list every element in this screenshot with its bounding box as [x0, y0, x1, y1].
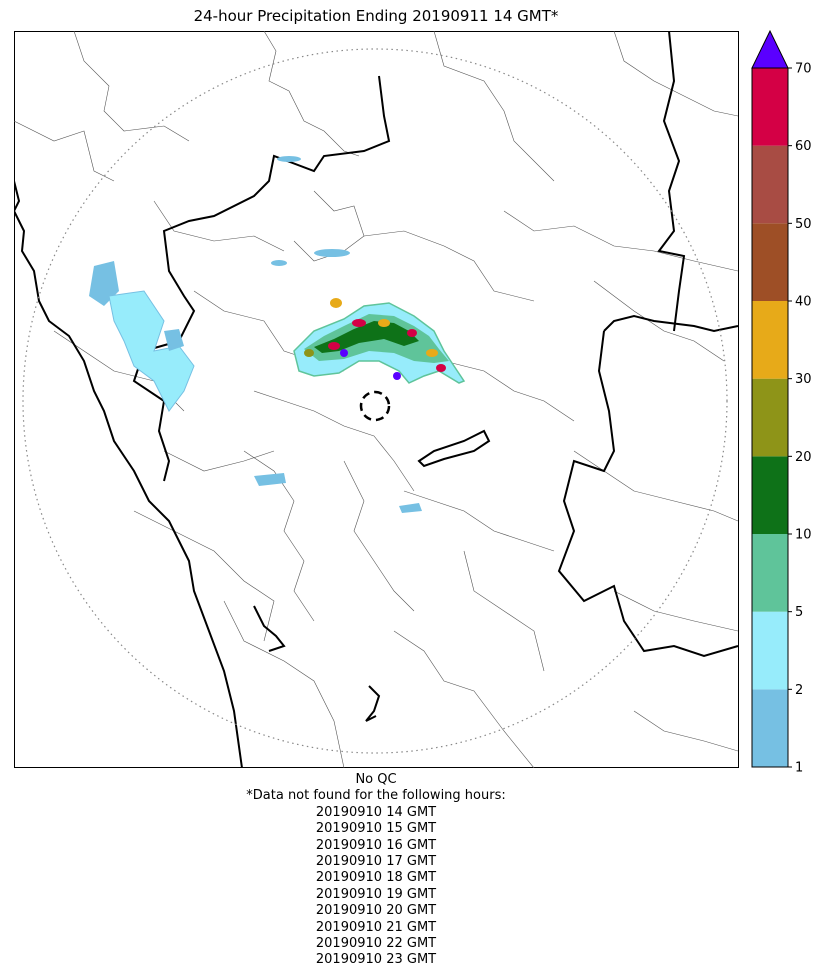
missing-data-header: *Data not found for the following hours: — [246, 788, 506, 804]
missing-hours-list: 20190910 14 GMT 20190910 15 GMT 20190910 1… — [14, 805, 738, 969]
precip-core-4 — [328, 342, 340, 350]
missing-hour: 20190910 19 GMT — [315, 886, 437, 902]
precipitation-cells — [89, 156, 466, 513]
missing-hour: 20190910 22 GMT — [315, 936, 437, 952]
map-frame — [14, 31, 739, 768]
colorbar-segment — [752, 689, 788, 767]
precip-core-2 — [352, 319, 366, 327]
missing-hour: 20190910 14 GMT — [315, 804, 437, 820]
colorbar-segment — [752, 301, 788, 379]
colorbar-segment — [752, 611, 788, 690]
colorbar-over-extension — [751, 29, 789, 69]
missing-hour: 20190910 21 GMT — [315, 919, 437, 935]
precip-core-9 — [436, 364, 446, 372]
precip-light-se — [399, 503, 422, 513]
radar-range-ring — [22, 48, 728, 754]
precip-light-west-3 — [164, 329, 184, 351]
precip-core-6 — [407, 329, 417, 337]
precip-core-3 — [378, 319, 390, 327]
colorbar-tick-label: 10 — [795, 528, 812, 543]
colorbar-tick-label: 5 — [795, 605, 803, 620]
colorbar-tick-label: 30 — [795, 372, 812, 387]
colorbar-tick-label: 60 — [795, 139, 812, 154]
colorbar-tick-label: 2 — [795, 683, 803, 698]
precip-core-1 — [330, 298, 342, 308]
colorbar-segment — [752, 68, 788, 146]
colorbar-frame — [751, 67, 789, 768]
missing-hour: 20190910 18 GMT — [315, 870, 437, 886]
precip-core-7 — [426, 349, 438, 357]
district-boundaries — [14, 31, 739, 768]
precip-light-center-n — [314, 249, 350, 257]
missing-hour: 20190910 20 GMT — [315, 903, 437, 919]
colorbar-tick-label: 20 — [795, 450, 812, 465]
precip-light-west-1 — [89, 261, 119, 306]
radar-site-marker — [359, 390, 391, 422]
chart-title: 24-hour Precipitation Ending 20190911 14… — [193, 7, 559, 25]
precip-core-5 — [340, 349, 348, 357]
missing-hour: 20190910 17 GMT — [315, 854, 437, 870]
precip-strong-band — [314, 321, 419, 353]
precip-core-8 — [393, 372, 401, 380]
precip-light-north — [277, 156, 301, 162]
state-boundaries — [14, 31, 739, 768]
colorbar-segment — [752, 145, 788, 224]
precip-light-west-2 — [108, 290, 195, 412]
colorbar: 1 2 5 10 20 30 40 50 60 70 — [751, 29, 812, 774]
missing-hour: 20190910 16 GMT — [315, 837, 437, 853]
precip-core-10 — [304, 349, 314, 357]
colorbar-segment — [752, 456, 788, 534]
colorbar-segment — [752, 534, 788, 612]
colorbar-segment — [752, 378, 788, 457]
precip-light-south — [254, 473, 286, 486]
radar-map — [14, 31, 739, 768]
colorbar-tick-label: 50 — [795, 217, 812, 232]
colorbar-segment — [752, 223, 788, 301]
missing-hour: 20190910 15 GMT — [315, 821, 437, 837]
missing-hour: 20190910 23 GMT — [315, 952, 437, 968]
colorbar-tick-label: 1 — [795, 761, 803, 774]
colorbar-tick-label: 70 — [795, 62, 812, 77]
footnote: No QC *Data not found for the following … — [14, 772, 738, 969]
precip-light-center-w — [271, 260, 287, 266]
colorbar-tick-label: 40 — [795, 295, 812, 310]
qc-note: No QC — [355, 772, 397, 787]
